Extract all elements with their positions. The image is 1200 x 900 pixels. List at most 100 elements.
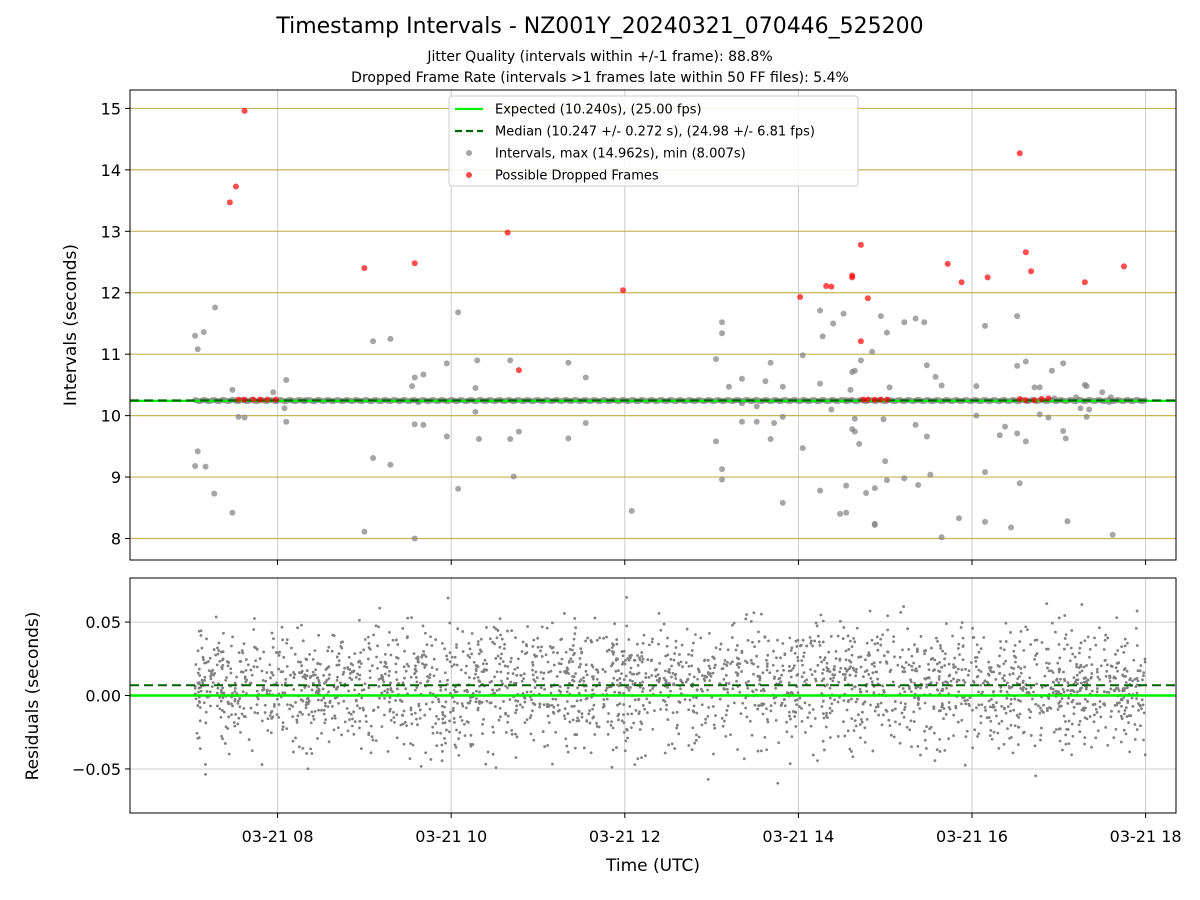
- residual-point: [494, 657, 498, 660]
- residual-point: [613, 690, 617, 694]
- residual-point: [633, 698, 637, 702]
- residual-point: [761, 712, 765, 716]
- residual-point: [455, 646, 458, 649]
- residual-point: [990, 737, 994, 741]
- residual-point: [1026, 628, 1029, 632]
- residual-point: [195, 731, 199, 735]
- residual-point: [897, 685, 901, 689]
- residual-point: [640, 756, 643, 760]
- residual-point: [255, 703, 259, 707]
- residual-point: [218, 659, 222, 663]
- residual-point: [544, 653, 548, 657]
- residual-point: [627, 688, 631, 692]
- residual-point: [233, 690, 237, 693]
- residual-point: [246, 663, 250, 667]
- residual-point: [915, 650, 919, 654]
- residual-point: [991, 690, 995, 694]
- residual-point: [648, 689, 652, 692]
- residual-point: [1083, 697, 1087, 701]
- residual-point: [1142, 738, 1145, 742]
- residual-point: [905, 725, 909, 729]
- residual-point: [521, 692, 525, 695]
- residual-point: [383, 713, 386, 717]
- residual-point: [593, 733, 597, 736]
- residual-point: [744, 706, 747, 710]
- residual-point: [846, 729, 850, 733]
- residual-point: [1128, 678, 1132, 682]
- residual-point: [550, 703, 554, 707]
- residual-point: [198, 706, 202, 709]
- residual-point: [333, 714, 337, 718]
- residual-point: [940, 665, 944, 669]
- residual-point: [1040, 709, 1044, 713]
- residual-point: [929, 681, 933, 684]
- interval-point: [474, 357, 481, 364]
- residual-point: [832, 676, 836, 680]
- residual-point: [718, 647, 722, 651]
- residual-point: [565, 666, 569, 670]
- residual-point: [336, 726, 340, 730]
- residual-point: [291, 739, 295, 743]
- jitter-quality-subtitle: Jitter Quality (intervals within +/-1 fr…: [427, 49, 773, 65]
- residual-point: [875, 670, 879, 674]
- intervals-frame: [129, 89, 1177, 561]
- residual-point: [435, 731, 439, 735]
- residual-point: [822, 668, 825, 672]
- residual-point: [947, 701, 951, 704]
- residual-point: [828, 686, 832, 690]
- residual-point: [867, 673, 871, 676]
- residual-point: [999, 690, 1003, 693]
- interval-point: [1048, 367, 1055, 374]
- residual-point: [197, 700, 201, 703]
- dropped-frame-point: [264, 396, 271, 403]
- residual-point: [225, 676, 228, 679]
- residual-point: [475, 697, 478, 701]
- residual-point: [429, 635, 432, 639]
- residual-point: [318, 662, 322, 666]
- residual-point: [380, 725, 384, 729]
- x-tick-label: 03-21 12: [589, 827, 661, 846]
- residual-point: [326, 705, 330, 709]
- residual-point: [283, 691, 287, 695]
- residual-point: [1130, 696, 1134, 700]
- residual-point: [476, 640, 480, 643]
- residual-point: [1142, 711, 1146, 715]
- residual-point: [674, 677, 678, 680]
- residual-point: [1046, 709, 1049, 712]
- residual-point: [363, 638, 367, 641]
- residual-point: [939, 646, 943, 650]
- residual-point: [644, 754, 647, 758]
- residual-point: [308, 652, 312, 656]
- residual-point: [514, 699, 518, 702]
- residual-point: [841, 637, 845, 640]
- residual-point: [216, 652, 220, 656]
- residual-point: [816, 663, 820, 667]
- residual-point: [1054, 728, 1058, 731]
- residual-point: [545, 626, 549, 630]
- residual-point: [273, 702, 276, 706]
- residual-point: [453, 690, 457, 694]
- dropped-frame-point: [1081, 279, 1088, 286]
- residual-point: [879, 701, 883, 705]
- residual-point: [1058, 656, 1062, 660]
- residual-point: [1051, 687, 1055, 691]
- interval-point: [1073, 394, 1080, 401]
- residual-point: [1141, 703, 1145, 707]
- residual-point: [415, 680, 419, 684]
- residual-point: [610, 646, 614, 649]
- residual-point: [392, 710, 395, 714]
- residual-point: [766, 653, 770, 657]
- residual-point: [506, 720, 510, 724]
- interval-point: [779, 383, 786, 390]
- residual-point: [219, 688, 223, 692]
- x-axis-label: Time (UTC): [605, 856, 700, 876]
- residual-point: [400, 700, 404, 703]
- residual-point: [1064, 633, 1068, 637]
- residual-point: [1119, 714, 1123, 718]
- residual-point: [432, 657, 436, 661]
- residual-point: [1035, 652, 1039, 655]
- interval-point: [1001, 423, 1008, 430]
- residual-point: [994, 708, 997, 712]
- residual-point: [589, 640, 593, 644]
- residual-point: [944, 712, 948, 716]
